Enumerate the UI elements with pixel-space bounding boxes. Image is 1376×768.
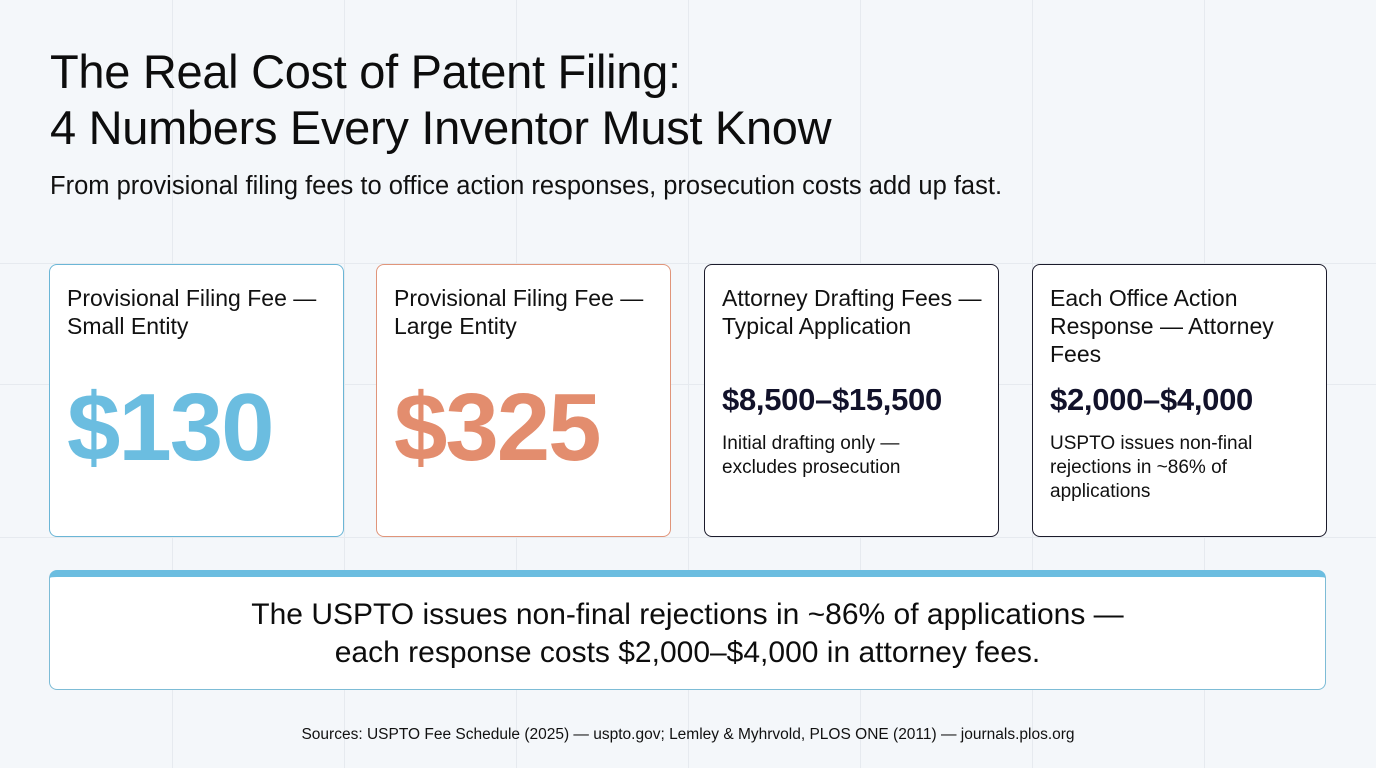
banner-line-1: The USPTO issues non-final rejections in… bbox=[251, 598, 1124, 631]
page-title: The Real Cost of Patent Filing: 4 Number… bbox=[50, 44, 832, 156]
stat-card-large-entity-fee: Provisional Filing Fee — Large Entity $3… bbox=[376, 264, 671, 537]
card-label: Each Office Action Response — Attorney F… bbox=[1050, 285, 1274, 367]
title-line-2: 4 Numbers Every Inventor Must Know bbox=[50, 101, 832, 154]
stat-card-small-entity-fee: Provisional Filing Fee — Small Entity $1… bbox=[49, 264, 344, 537]
card-value: $8,500–$15,500 bbox=[722, 382, 942, 417]
grid-line bbox=[0, 384, 1376, 385]
card-note: USPTO issues non-final rejections in ~86… bbox=[1050, 433, 1253, 502]
card-value: $130 bbox=[67, 374, 275, 481]
key-takeaway-banner: The USPTO issues non-final rejections in… bbox=[49, 570, 1326, 690]
card-value: $2,000–$4,000 bbox=[1050, 382, 1253, 417]
title-line-1: The Real Cost of Patent Filing: bbox=[50, 45, 681, 98]
card-label: Attorney Drafting Fees — Typical Applica… bbox=[722, 285, 982, 339]
sources-footer: Sources: USPTO Fee Schedule (2025) — usp… bbox=[301, 726, 1075, 743]
card-note: Initial drafting only — excludes prosecu… bbox=[722, 433, 901, 478]
card-label: Provisional Filing Fee — Small Entity bbox=[67, 285, 317, 339]
card-label: Provisional Filing Fee — Large Entity bbox=[394, 285, 644, 339]
page-subtitle: From provisional filing fees to office a… bbox=[50, 172, 1003, 200]
banner-line-2: each response costs $2,000–$4,000 in att… bbox=[334, 636, 1041, 669]
stat-card-office-action-fees: Each Office Action Response — Attorney F… bbox=[1032, 264, 1327, 537]
card-value: $325 bbox=[394, 374, 602, 481]
grid-line bbox=[0, 263, 1376, 264]
stat-card-attorney-drafting-fees: Attorney Drafting Fees — Typical Applica… bbox=[704, 264, 999, 537]
grid-line bbox=[0, 537, 1376, 538]
